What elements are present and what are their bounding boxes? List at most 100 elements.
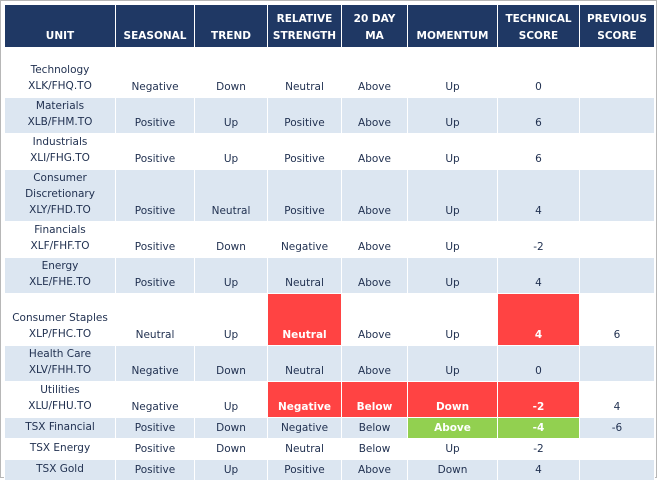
unit-label-line: Consumer: [33, 172, 87, 184]
seasonal-cell: Neutral: [115, 293, 195, 346]
seasonal-cell: Positive: [115, 169, 195, 222]
seasonal-cell: Negative: [115, 47, 195, 98]
trend-cell: Down: [194, 47, 268, 98]
header-technical-score: TECHNICAL SCORE: [497, 4, 580, 48]
table-row: Consumer Discretionary XLY/FHD.TO Positive N…: [4, 169, 655, 222]
trend-cell: Up: [194, 459, 268, 481]
momentum-cell: Down: [407, 459, 498, 481]
header-previous-score: PREVIOUS SCORE: [579, 4, 655, 48]
momentum-cell: Up: [407, 169, 498, 222]
unit-label-line: Utilities: [40, 384, 80, 396]
momentum-cell: Up: [407, 257, 498, 294]
header-unit: UNIT: [4, 4, 116, 48]
momentum-cell: Down: [407, 381, 498, 418]
seasonal-cell: Positive: [115, 257, 195, 294]
unit-label-line: XLU/FHU.TO: [28, 400, 92, 412]
unit-label-line: XLE/FHE.TO: [29, 276, 91, 288]
table-row: TSX Energy Positive Down Neutral Below Up -2: [4, 438, 655, 460]
trend-cell: Down: [194, 345, 268, 382]
unit-label-line: XLF/FHF.TO: [30, 240, 90, 252]
unit-cell: TSX Gold: [4, 459, 116, 481]
ma20-cell: Above: [341, 169, 408, 222]
trend-cell: Down: [194, 438, 268, 460]
unit-cell: Materials XLB/FHM.TO: [4, 97, 116, 134]
relative-strength-cell: Neutral: [267, 47, 342, 98]
relative-strength-cell: Positive: [267, 459, 342, 481]
unit-cell: Energy XLE/FHE.TO: [4, 257, 116, 294]
trend-cell: Neutral: [194, 169, 268, 222]
table-row: Energy XLE/FHE.TO Positive Up Neutral Above Up…: [4, 257, 655, 294]
trend-cell: Up: [194, 381, 268, 418]
technical-score-cell: -4: [497, 417, 580, 439]
header-momentum: MOMENTUM: [407, 4, 498, 48]
ma20-cell: Above: [341, 459, 408, 481]
ma20-cell: Above: [341, 257, 408, 294]
technical-score-cell: -2: [497, 221, 580, 258]
unit-label-line: XLK/FHQ.TO: [28, 80, 92, 92]
momentum-cell: Up: [407, 97, 498, 134]
unit-cell: TSX Financial: [4, 417, 116, 439]
unit-cell: Consumer Discretionary XLY/FHD.TO: [4, 169, 116, 222]
table-row: Financials XLF/FHF.TO Positive Down Negative…: [4, 221, 655, 258]
unit-cell: Technology XLK/FHQ.TO: [4, 47, 116, 98]
previous-score-cell: [579, 257, 655, 294]
momentum-cell: Above: [407, 417, 498, 439]
table-row: Technology XLK/FHQ.TO Negative Down Neutral A…: [4, 47, 655, 98]
momentum-cell: Up: [407, 133, 498, 170]
ma20-cell: Below: [341, 417, 408, 439]
ma20-cell: Above: [341, 293, 408, 346]
relative-strength-cell: Neutral: [267, 438, 342, 460]
unit-cell: Financials XLF/FHF.TO: [4, 221, 116, 258]
previous-score-cell: [579, 47, 655, 98]
technical-score-cell: 4: [497, 169, 580, 222]
previous-score-cell: [579, 221, 655, 258]
previous-score-cell: [579, 169, 655, 222]
unit-cell: Health Care XLV/FHH.TO: [4, 345, 116, 382]
unit-label-line: Industrials: [32, 136, 88, 148]
relative-strength-cell: Positive: [267, 169, 342, 222]
unit-label-line: XLY/FHD.TO: [29, 204, 91, 216]
seasonal-cell: Positive: [115, 459, 195, 481]
trend-cell: Down: [194, 221, 268, 258]
header-trend: TREND: [194, 4, 268, 48]
relative-strength-cell: Positive: [267, 133, 342, 170]
momentum-cell: Up: [407, 345, 498, 382]
seasonal-cell: Negative: [115, 381, 195, 418]
relative-strength-cell: Neutral: [267, 345, 342, 382]
technical-score-cell: 4: [497, 459, 580, 481]
unit-label-line: TSX Financial: [25, 421, 95, 433]
momentum-cell: Up: [407, 47, 498, 98]
trend-cell: Down: [194, 417, 268, 439]
table-row: Consumer Staples XLP/FHC.TO Neutral Up Neutr…: [4, 293, 655, 346]
unit-label-line: TSX Energy: [29, 442, 91, 454]
technical-score-cell: 0: [497, 47, 580, 98]
previous-score-cell: [579, 97, 655, 134]
previous-score-cell: -6: [579, 417, 655, 439]
table-row: TSX Gold Positive Up Positive Above Down 4: [4, 459, 655, 481]
table-body: Technology XLK/FHQ.TO Negative Down Neutral A…: [4, 47, 655, 481]
relative-strength-cell: Neutral: [267, 293, 342, 346]
ma20-cell: Above: [341, 221, 408, 258]
technical-score-cell: 4: [497, 293, 580, 346]
previous-score-cell: 6: [579, 293, 655, 346]
unit-label-line: Energy: [41, 260, 79, 272]
unit-label-line: Consumer Staples: [12, 312, 108, 324]
relative-strength-cell: Negative: [267, 381, 342, 418]
technical-score-cell: -2: [497, 438, 580, 460]
seasonal-cell: Positive: [115, 438, 195, 460]
momentum-cell: Up: [407, 438, 498, 460]
ma20-cell: Above: [341, 47, 408, 98]
table-row: TSX Financial Positive Down Negative Below Ab…: [4, 417, 655, 439]
relative-strength-cell: Negative: [267, 221, 342, 258]
unit-label-line: XLB/FHM.TO: [27, 116, 93, 128]
previous-score-cell: [579, 133, 655, 170]
previous-score-cell: [579, 345, 655, 382]
unit-label-line: XLP/FHC.TO: [28, 328, 92, 340]
technical-score-cell: 6: [497, 133, 580, 170]
unit-label-line: Discretionary: [25, 188, 95, 200]
header-row: UNIT SEASONAL TREND RELATIVE STRENGTH 20 …: [4, 4, 655, 48]
technical-score-cell: -2: [497, 381, 580, 418]
unit-label-line: XLV/FHH.TO: [28, 364, 92, 376]
header-relative-strength: RELATIVE STRENGTH: [267, 4, 342, 48]
